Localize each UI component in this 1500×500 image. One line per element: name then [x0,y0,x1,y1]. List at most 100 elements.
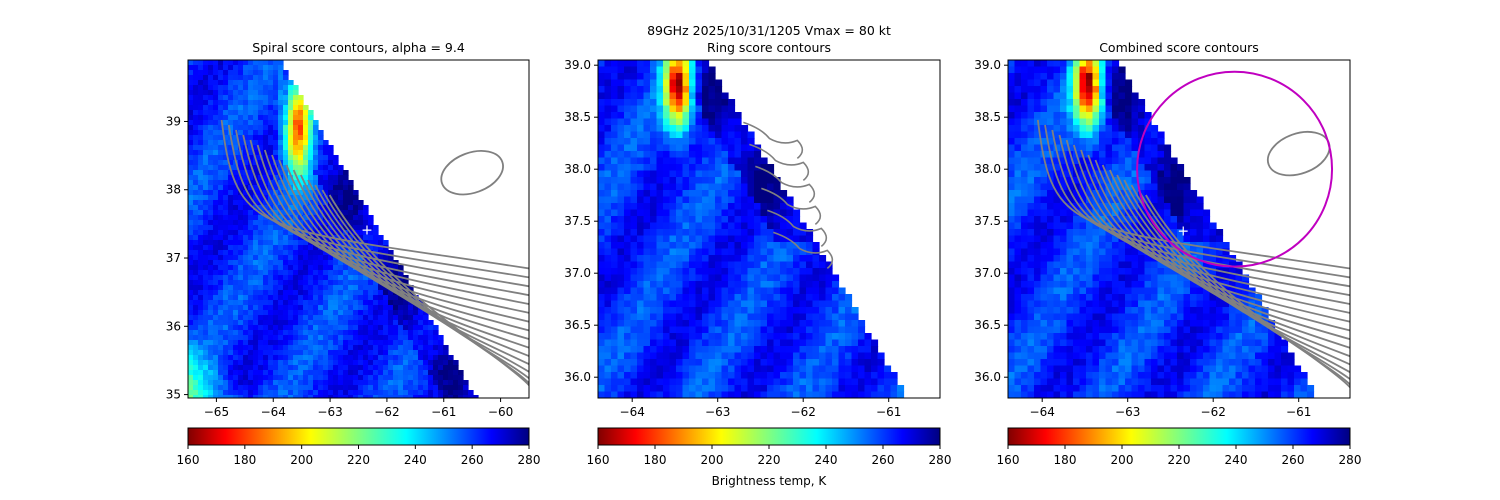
heatmap-cell-spiral [378,365,384,371]
heatmap-cell-spiral [243,105,249,111]
heatmap-cell-ring [630,60,638,68]
heatmap-cell-spiral [358,230,364,236]
heatmap-cell-spiral [228,300,234,306]
heatmap-cell-spiral [278,110,284,116]
heatmap-cell-spiral [418,380,424,386]
heatmap-cell-spiral [238,360,244,366]
heatmap-cell-spiral [403,340,409,346]
heatmap-cell-combined [1027,203,1035,211]
heatmap-cell-combined [1027,170,1035,178]
heatmap-cell-spiral [308,300,314,306]
heatmap-cell-combined [1040,105,1048,113]
heatmap-cell-spiral [218,105,224,111]
heatmap-cell-spiral [258,220,264,226]
heatmap-cell-ring [650,248,658,256]
heatmap-cell-spiral [338,225,344,231]
heatmap-cell-ring [611,222,619,230]
heatmap-cell-spiral [223,255,229,261]
heatmap-cell-spiral [368,315,374,321]
heatmap-cell-ring [676,170,684,178]
heatmap-cell-spiral [208,150,214,156]
heatmap-cell-spiral [333,275,339,281]
heatmap-cell-spiral [188,370,194,376]
heatmap-cell-ring [760,164,768,172]
heatmap-cell-spiral [378,375,384,381]
heatmap-cell-spiral [203,300,209,306]
heatmap-cell-ring [871,391,879,398]
heatmap-cell-spiral [313,375,319,381]
heatmap-cell-spiral [188,145,194,151]
heatmap-cell-spiral [288,150,294,156]
heatmap-cell-spiral [338,395,344,398]
heatmap-cell-ring [637,300,645,308]
heatmap-cell-spiral [193,185,199,191]
heatmap-cell-combined [1170,177,1178,185]
heatmap-cell-ring [708,105,716,113]
heatmap-cell-spiral [323,205,329,211]
heatmap-cell-spiral [198,290,204,296]
heatmap-cell-spiral [458,370,464,376]
heatmap-cell-combined [1125,131,1133,139]
heatmap-cell-spiral [353,335,359,341]
heatmap-cell-spiral [283,380,289,386]
heatmap-cell-ring [708,164,716,172]
heatmap-cell-ring [747,229,755,237]
heatmap-cell-ring [695,99,703,107]
heatmap-cell-spiral [328,395,334,398]
heatmap-cell-ring [721,125,729,133]
heatmap-cell-spiral [298,315,304,321]
heatmap-cell-ring [708,313,716,321]
heatmap-cell-ring [708,92,716,100]
heatmap-cell-spiral [228,75,234,81]
heatmap-cell-spiral [318,275,324,281]
heatmap-cell-ring [754,216,762,224]
heatmap-cell-spiral [208,90,214,96]
heatmap-cell-ring [598,268,606,276]
heatmap-cell-spiral [348,195,354,201]
heatmap-cell-ring [702,274,710,282]
heatmap-cell-ring [728,196,736,204]
heatmap-cell-ring [851,333,859,341]
heatmap-cell-spiral [213,320,219,326]
heatmap-cell-spiral [428,380,434,386]
heatmap-cell-ring [747,352,755,360]
heatmap-cell-spiral [368,375,374,381]
heatmap-cell-combined [1177,170,1185,178]
heatmap-cell-spiral [263,80,269,86]
heatmap-cell-ring [656,79,664,87]
heatmap-cell-ring [669,346,677,354]
heatmap-cell-spiral [248,260,254,266]
heatmap-cell-spiral [213,335,219,341]
heatmap-cell-ring [643,300,651,308]
heatmap-cell-spiral [238,395,244,398]
heatmap-cell-combined [1066,73,1074,81]
heatmap-cell-spiral [278,135,284,141]
heatmap-cell-ring [682,92,690,100]
heatmap-cell-ring [604,222,612,230]
heatmap-cell-spiral [298,100,304,106]
heatmap-cell-spiral [343,335,349,341]
heatmap-cell-spiral [208,250,214,256]
heatmap-cell-ring [624,177,632,185]
heatmap-cell-spiral [323,355,329,361]
heatmap-cell-ring [682,183,690,191]
heatmap-cell-ring [708,242,716,250]
heatmap-cell-spiral [303,135,309,141]
heatmap-cell-combined [1092,177,1100,185]
heatmap-cell-spiral [328,380,334,386]
heatmap-cell-ring [630,79,638,87]
heatmap-cell-spiral [198,90,204,96]
heatmap-cell-spiral [263,335,269,341]
heatmap-cell-spiral [383,340,389,346]
heatmap-cell-combined [1125,144,1133,152]
heatmap-cell-spiral [318,295,324,301]
heatmap-cell-ring [747,131,755,139]
heatmap-cell-spiral [368,240,374,246]
heatmap-cell-ring [832,359,840,367]
heatmap-cell-combined [1066,138,1074,146]
heatmap-cell-spiral [203,385,209,391]
y-tick-label: 37 [166,251,181,265]
heatmap-cell-spiral [423,370,429,376]
heatmap-cell-ring [728,118,736,126]
y-tick-label: 38.5 [564,110,591,124]
